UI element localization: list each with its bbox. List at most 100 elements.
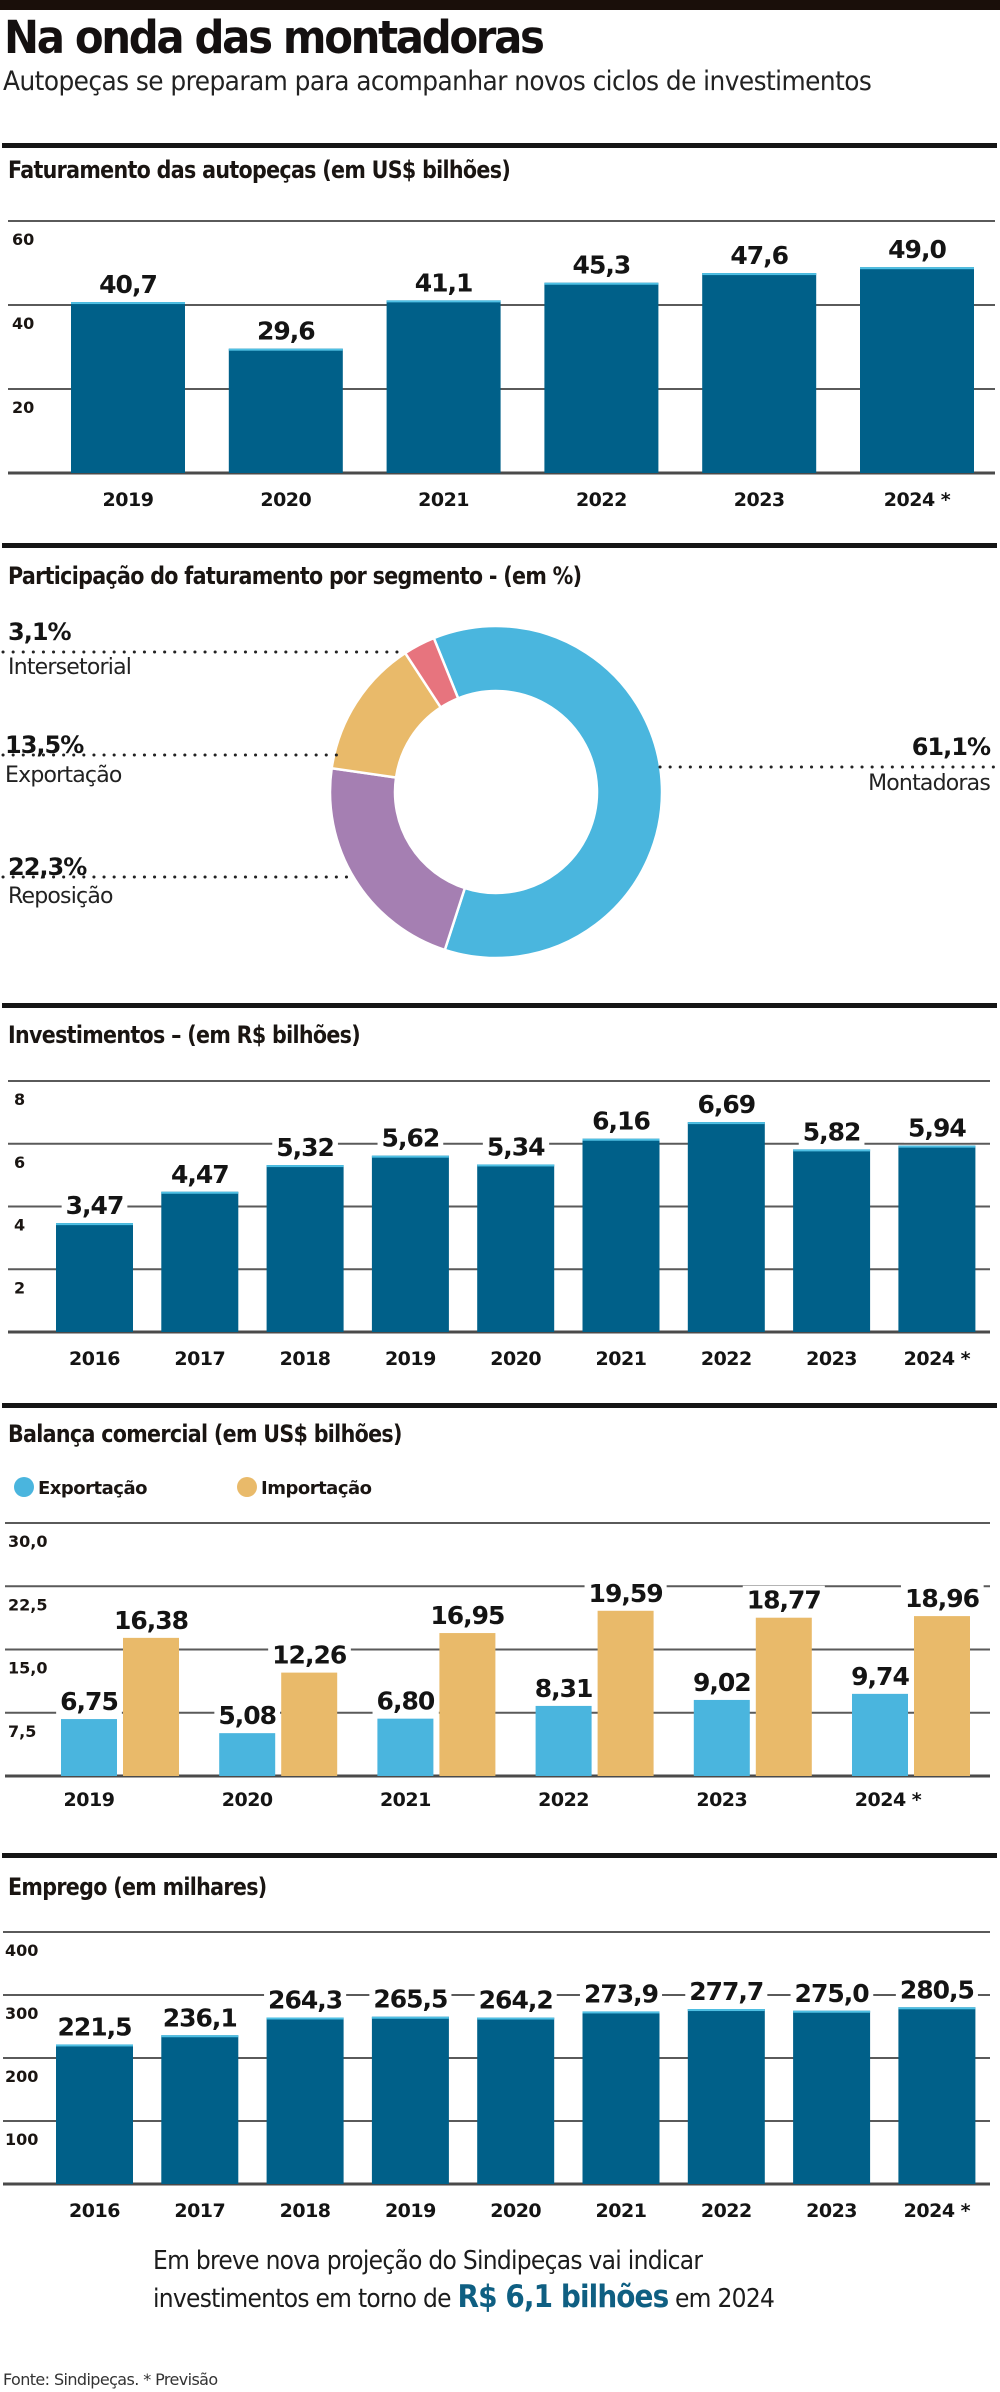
bar xyxy=(266,1165,344,1332)
bar-top-edge xyxy=(266,2017,344,2020)
bar-value-label-bg xyxy=(377,1123,444,1153)
bar-importacao xyxy=(123,1637,179,1776)
bar xyxy=(477,2017,555,2184)
y-tick-label: 100 xyxy=(5,2130,38,2149)
bar-value-label-bg xyxy=(369,1984,452,2014)
bar xyxy=(161,1191,239,1332)
x-tick-label: 2022 xyxy=(538,1789,589,1811)
bar-value-label: 275,0 xyxy=(795,1979,870,2008)
bar-value-label-bg xyxy=(742,1585,825,1615)
bar-importacao xyxy=(281,1672,338,1776)
x-tick-label: 2024 * xyxy=(855,1789,922,1811)
bar xyxy=(477,1164,555,1332)
bar-value-label-bg xyxy=(798,1117,865,1147)
bar-value-label-bg xyxy=(588,1106,655,1136)
bar-value-label-bg xyxy=(584,1578,667,1608)
bar-value-label: 19,59 xyxy=(589,1579,663,1608)
y-tick-label: 40 xyxy=(12,314,34,333)
bar-value-label-bg xyxy=(693,1090,760,1120)
bar-value-label-bg xyxy=(158,2003,241,2033)
bar-value-label: 3,47 xyxy=(66,1191,124,1220)
bar-top-edge xyxy=(56,1223,133,1226)
bar-top-edge xyxy=(477,2017,555,2020)
bar-value-label-bg xyxy=(685,1977,768,2007)
top-rule xyxy=(0,0,1000,10)
x-tick-label: 2017 xyxy=(174,1348,225,1370)
y-tick-label: 2 xyxy=(14,1278,25,1297)
projection-note: Em breve nova projeção do Sindipeças vai… xyxy=(153,2243,775,2317)
bar-top-edge xyxy=(860,267,974,270)
bar xyxy=(386,300,501,473)
bar-value-label-bg xyxy=(272,1133,338,1163)
bar-value-label-bg xyxy=(426,1601,509,1631)
bar-importacao xyxy=(755,1617,812,1776)
bar xyxy=(56,2044,133,2184)
source-footnote: Fonte: Sindipeças. * Previsão xyxy=(3,2370,218,2389)
bar xyxy=(582,1138,660,1332)
bar-value-label: 264,2 xyxy=(479,1986,553,2015)
bar-importacao xyxy=(914,1616,970,1776)
bar-top-edge xyxy=(71,302,185,305)
bar-top-edge xyxy=(161,1191,239,1194)
donut-slice-intersetorial xyxy=(403,636,460,710)
bar-value-label-bg xyxy=(372,1686,439,1716)
x-tick-label: 2022 xyxy=(701,1348,752,1370)
bar-value-label: 5,08 xyxy=(218,1701,276,1730)
x-tick-label: 2020 xyxy=(260,489,311,511)
bar-exportacao xyxy=(852,1693,908,1776)
bar-value-label-bg xyxy=(568,250,635,280)
bar-value-label-bg xyxy=(61,1191,128,1221)
bar-value-label: 280,5 xyxy=(900,1975,974,2004)
bar-value-label-bg xyxy=(410,268,477,298)
bar-importacao xyxy=(439,1633,496,1776)
note-line-2-after: em 2024 xyxy=(668,2284,775,2314)
bar-value-label-bg xyxy=(530,1673,597,1703)
bar-value-label: 16,38 xyxy=(114,1606,188,1635)
bar-top-edge xyxy=(582,1138,660,1141)
bar-value-label-bg xyxy=(252,316,320,346)
x-tick-label: 2022 xyxy=(576,489,627,511)
investimentos-chart: 8 6 4 2 3,47 2016 4,47 2017 5,32 2018 5,62 2019 5,34… xyxy=(8,1080,990,1370)
slice-name-label-intersetorial: Intersetorial xyxy=(8,655,131,680)
bar-top-edge xyxy=(386,300,501,303)
note-highlight-value: R$ 6,1 bilhões xyxy=(457,2279,669,2315)
bar-value-label-bg xyxy=(268,1640,351,1670)
bar-value-label-bg xyxy=(109,1605,193,1635)
x-tick-label: 2021 xyxy=(596,1348,647,1370)
bar-exportacao xyxy=(219,1733,276,1776)
x-tick-label: 2024 * xyxy=(884,489,951,511)
x-tick-label: 2016 xyxy=(69,2200,120,2222)
x-tick-label: 2022 xyxy=(701,2200,752,2222)
slice-value-label-intersetorial: 3,1% xyxy=(8,618,72,646)
bar-value-label: 6,16 xyxy=(592,1107,650,1136)
bar-value-label: 49,0 xyxy=(888,235,946,264)
bar xyxy=(371,1155,449,1332)
bar-value-label: 221,5 xyxy=(57,2012,131,2041)
bar xyxy=(687,1122,765,1332)
investimentos-title: Investimentos – (em R$ bilhões) xyxy=(8,1021,361,1049)
bar xyxy=(793,1149,871,1332)
bar-value-label-bg xyxy=(904,1113,971,1143)
bar-value-label-bg xyxy=(482,1132,550,1162)
section-divider xyxy=(2,1403,997,1408)
bar-top-edge xyxy=(266,1165,344,1168)
x-tick-label: 2018 xyxy=(280,1348,331,1370)
bar-value-label-bg xyxy=(900,1584,984,1614)
bar-top-edge xyxy=(477,1164,555,1167)
slice-value-label-exportacao: 13,5% xyxy=(5,731,84,759)
x-tick-label: 2023 xyxy=(806,2200,857,2222)
bar-top-edge xyxy=(702,273,817,276)
bar-value-label: 265,5 xyxy=(373,1985,447,2014)
bar-value-label: 5,62 xyxy=(382,1124,440,1153)
bar xyxy=(228,348,343,473)
bar-top-edge xyxy=(228,348,343,351)
y-tick-label: 8 xyxy=(14,1090,25,1109)
bar-value-label-bg xyxy=(95,270,161,300)
y-tick-label: 200 xyxy=(5,2067,38,2086)
y-tick-label: 30,0 xyxy=(8,1532,47,1551)
bar-value-label: 5,32 xyxy=(276,1133,334,1162)
bar-top-edge xyxy=(898,1145,976,1148)
legend-label: Importação xyxy=(261,1478,372,1499)
bar-value-label-bg xyxy=(790,1978,874,2008)
bar-value-label: 277,7 xyxy=(689,1977,763,2006)
